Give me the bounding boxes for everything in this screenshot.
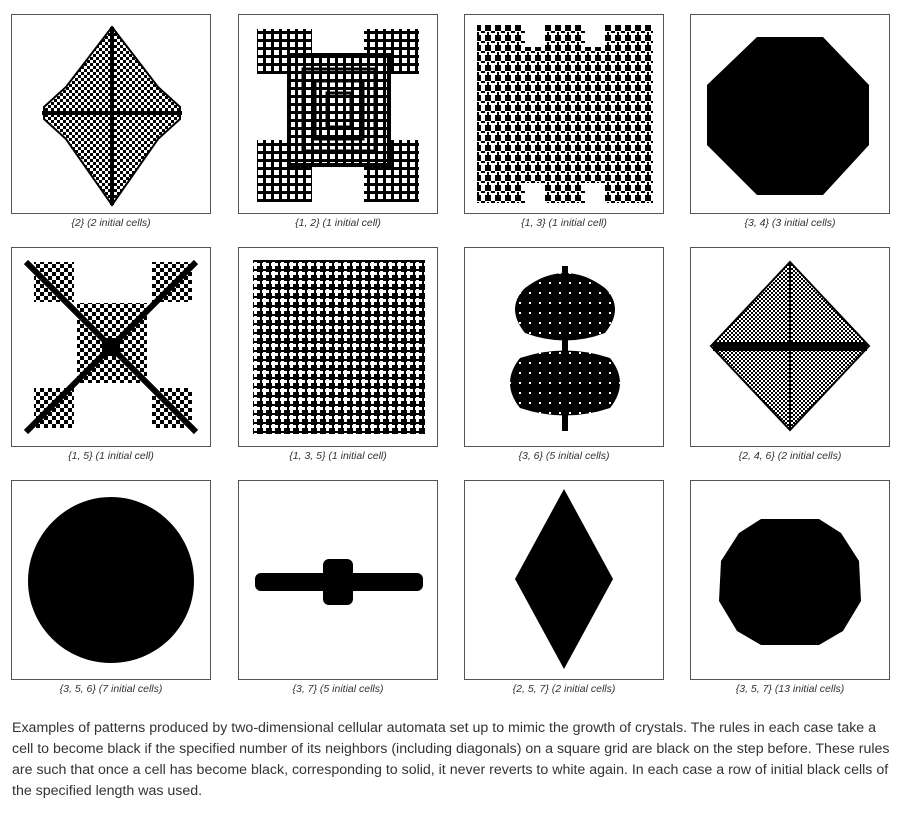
pattern-frame: [11, 480, 211, 680]
panel-caption: {2, 4, 6} (2 initial cells): [738, 450, 842, 462]
figure-description: Examples of patterns produced by two-dim…: [12, 720, 890, 799]
pattern-frame: [238, 480, 438, 680]
panel-caption: {1, 3} (1 initial cell): [521, 217, 607, 229]
pattern-image: [515, 489, 613, 669]
panel-caption: {2} (2 initial cells): [71, 217, 151, 229]
panel: {3, 4} (3 initial cells): [690, 14, 890, 229]
pattern-image: [510, 266, 620, 431]
pattern-image: [28, 497, 194, 663]
pattern-frame: [464, 14, 664, 214]
panel: {1, 3, 5} (1 initial cell): [238, 247, 438, 462]
pattern-image: [23, 259, 199, 435]
panel: {3, 6} (5 initial cells): [464, 247, 664, 462]
panel: {2, 4, 6} (2 initial cells): [690, 247, 890, 462]
panel: {1, 5} (1 initial cell): [11, 247, 211, 462]
panel: {2} (2 initial cells): [11, 14, 211, 229]
panel-caption: {3, 7} (5 initial cells): [292, 683, 384, 695]
panel-caption: {3, 5, 7} (13 initial cells): [735, 683, 845, 695]
pattern-image: [42, 25, 182, 207]
panel: {2, 5, 7} (2 initial cells): [464, 480, 664, 695]
pattern-frame: [690, 14, 890, 214]
pattern-frame: [11, 247, 211, 447]
pattern-image: [719, 519, 861, 645]
panel-caption: {3, 5, 6} (7 initial cells): [59, 683, 163, 695]
pattern-frame: [690, 480, 890, 680]
pattern-frame: [238, 14, 438, 214]
panel-caption: {1, 2} (1 initial cell): [295, 217, 381, 229]
panel: {1, 2} (1 initial cell): [238, 14, 438, 229]
pattern-image: [477, 25, 653, 203]
pattern-image: [257, 29, 419, 202]
pattern-frame: [464, 480, 664, 680]
panel-caption: {3, 6} (5 initial cells): [518, 450, 610, 462]
panel: {3, 7} (5 initial cells): [238, 480, 438, 695]
pattern-image: [709, 260, 871, 432]
pattern-frame: [464, 247, 664, 447]
panel: {3, 5, 6} (7 initial cells): [11, 480, 211, 695]
pattern-image: [253, 260, 425, 434]
pattern-image: [255, 559, 423, 605]
panel: {3, 5, 7} (13 initial cells): [690, 480, 890, 695]
pattern-image: [707, 37, 869, 195]
panel-caption: {3, 4} (3 initial cells): [744, 217, 836, 229]
panel: {1, 3} (1 initial cell): [464, 14, 664, 229]
pattern-frame: [690, 247, 890, 447]
pattern-frame: [11, 14, 211, 214]
panel-caption: {2, 5, 7} (2 initial cells): [512, 683, 616, 695]
panel-caption: {1, 5} (1 initial cell): [68, 450, 154, 462]
panel-caption: {1, 3, 5} (1 initial cell): [289, 450, 387, 462]
pattern-frame: [238, 247, 438, 447]
